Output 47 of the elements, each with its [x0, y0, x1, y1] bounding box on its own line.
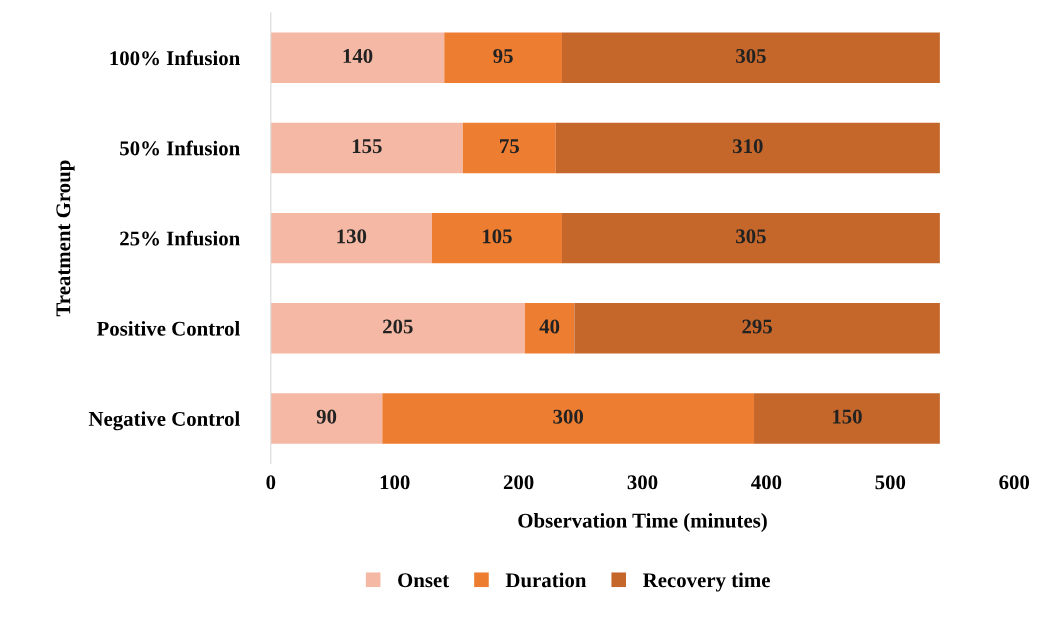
legend-label: Recovery time [643, 572, 770, 592]
y-tick-label: 100% Infusion [110, 50, 240, 66]
bar [561, 212, 940, 264]
data-label: 95 [493, 49, 513, 63]
data-label: 310 [732, 139, 763, 154]
x-tick-label: 200 [503, 475, 534, 490]
data-label: 155 [352, 139, 382, 154]
data-label: 40 [539, 319, 560, 334]
bar [574, 303, 940, 354]
bar [382, 393, 755, 444]
y-tick-label: 25% Infusion [120, 230, 240, 246]
bar [270, 122, 463, 174]
legend-label: Onset [398, 573, 450, 588]
bar [431, 212, 562, 264]
data-label: 305 [736, 48, 766, 63]
x-axis-title: Observation Time (minutes) [518, 513, 767, 532]
data-label: 90 [316, 409, 337, 424]
y-tick-label: 50% Infusion [120, 140, 240, 156]
y-axis-title: Treatment Group [56, 160, 75, 317]
bar [524, 303, 575, 354]
data-label: 305 [736, 229, 766, 244]
data-label: 205 [383, 319, 413, 334]
y-tick-label: Positive Control [96, 321, 240, 336]
bar [270, 212, 432, 264]
bar [462, 122, 556, 174]
bar [270, 32, 445, 84]
bar [270, 393, 383, 444]
x-tick-label: 0 [266, 475, 276, 490]
y-tick-label: Negative Control [88, 411, 240, 431]
bar [754, 393, 940, 444]
x-tick-label: 400 [751, 475, 782, 490]
data-label: 105 [482, 229, 512, 244]
bar [555, 122, 940, 174]
data-label: 140 [343, 48, 373, 63]
bar [270, 303, 525, 354]
x-tick-label: 300 [627, 475, 658, 490]
data-label: 150 [832, 409, 862, 424]
data-label: 295 [742, 319, 772, 334]
data-label: 75 [500, 139, 519, 154]
x-tick-label: 100 [380, 475, 410, 490]
x-tick-label: 500 [875, 475, 906, 490]
x-tick-label: 600 [999, 475, 1030, 490]
data-label: 300 [553, 409, 583, 424]
legend-label: Duration [505, 572, 587, 588]
data-label: 130 [337, 229, 367, 244]
bar [444, 32, 562, 84]
bar [561, 32, 940, 84]
